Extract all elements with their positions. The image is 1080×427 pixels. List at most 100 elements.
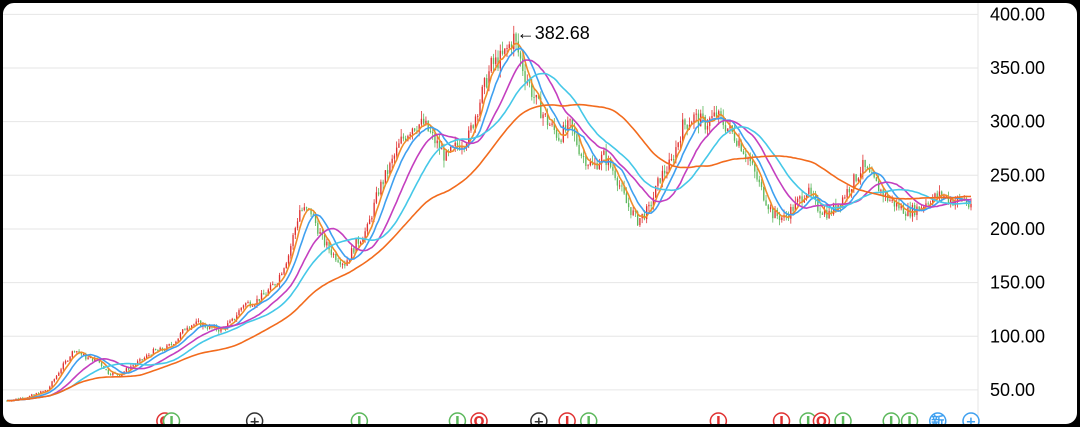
candle-body xyxy=(934,193,936,199)
candle-body xyxy=(729,125,731,129)
event-marker-circle xyxy=(579,412,598,424)
candle-body xyxy=(941,191,943,197)
event-marker[interactable]: I xyxy=(834,412,852,427)
candle-body xyxy=(558,137,560,141)
candle-body xyxy=(772,207,774,219)
event-marker[interactable]: I xyxy=(558,412,576,427)
candle-body xyxy=(332,253,335,255)
candle-body xyxy=(623,185,625,194)
candle-body xyxy=(600,154,603,164)
event-marker[interactable]: I xyxy=(350,412,369,427)
candle-body xyxy=(702,113,704,117)
candle-body xyxy=(950,199,952,203)
event-marker[interactable]: O xyxy=(812,412,831,427)
event-marker[interactable]: + xyxy=(530,412,548,427)
candle-body xyxy=(368,219,371,225)
candle-body xyxy=(889,200,891,202)
candle-body xyxy=(272,284,274,286)
candle-body xyxy=(947,195,950,203)
candle-body xyxy=(44,390,46,392)
event-marker[interactable]: O xyxy=(470,412,488,427)
candle-body xyxy=(657,178,659,186)
candle-body xyxy=(828,210,830,219)
candle-body xyxy=(33,394,35,396)
candle-body xyxy=(269,284,272,290)
candle-body xyxy=(677,142,679,148)
candle-body xyxy=(53,379,55,382)
event-marker[interactable]: I xyxy=(162,412,181,427)
ma5-line xyxy=(7,42,972,402)
candle-body xyxy=(848,189,851,193)
y-tick-label: 400.00 xyxy=(990,4,1045,24)
candle-body xyxy=(483,78,486,87)
candle-body xyxy=(742,151,745,155)
event-marker[interactable]: 新 xyxy=(929,412,947,427)
candlestick-chart[interactable]: 400.00 350.00 300.00 250.00 200.00 150.00 100.… xyxy=(3,3,1080,427)
candle-body xyxy=(675,147,677,161)
candle-body xyxy=(445,151,447,161)
event-marker-label: O xyxy=(816,415,827,427)
candle-body xyxy=(857,178,860,182)
candle-body xyxy=(254,304,256,306)
event-marker[interactable]: I xyxy=(579,412,598,427)
candle-body xyxy=(778,215,781,221)
candle-body xyxy=(420,118,423,125)
candle-body xyxy=(636,211,639,226)
candle-body xyxy=(859,173,862,179)
y-axis-tick-labels: 400.00 350.00 300.00 250.00 200.00 150.00 100.… xyxy=(990,4,1045,400)
candle-body xyxy=(305,207,308,209)
candle-body xyxy=(15,398,17,400)
candle-body xyxy=(882,189,884,197)
candle-body xyxy=(404,138,407,141)
candle-body xyxy=(247,302,249,304)
candle-body xyxy=(562,125,565,142)
candle-body xyxy=(648,204,650,207)
candle-body xyxy=(659,178,661,183)
candle-body xyxy=(605,150,607,166)
candle-body xyxy=(62,363,64,370)
candle-body xyxy=(758,179,760,183)
event-marker[interactable]: + xyxy=(962,412,980,427)
candle-body xyxy=(49,386,51,391)
y-tick-label: 350.00 xyxy=(990,58,1045,78)
candle-body xyxy=(168,344,170,346)
candle-body xyxy=(551,123,553,125)
event-marker[interactable]: I xyxy=(772,412,791,427)
event-marker[interactable]: I xyxy=(900,412,919,427)
candle-body xyxy=(141,359,143,361)
candle-body xyxy=(400,136,402,144)
candle-body xyxy=(895,203,898,207)
candle-body xyxy=(474,116,477,129)
candle-body xyxy=(504,48,506,54)
candle-body xyxy=(522,58,524,72)
candle-body xyxy=(85,354,87,360)
event-marker[interactable]: I xyxy=(709,412,728,427)
candle-body xyxy=(612,166,614,171)
candle-body xyxy=(733,131,736,141)
candle-body xyxy=(587,165,589,167)
candle-body xyxy=(299,210,301,222)
candle-body xyxy=(819,211,821,214)
event-marker[interactable]: I xyxy=(882,412,900,427)
candle-body xyxy=(855,174,857,182)
candle-body xyxy=(317,222,319,234)
candle-body xyxy=(409,134,411,136)
event-marker-label: I xyxy=(716,415,721,427)
candle-body xyxy=(864,159,866,168)
event-marker-circle xyxy=(245,412,264,424)
candle-body xyxy=(157,350,159,352)
event-marker[interactable]: I xyxy=(448,412,467,427)
event-marker-label: + xyxy=(966,415,977,427)
candle-body xyxy=(456,142,459,146)
event-marker-label: I xyxy=(907,415,912,427)
candle-body xyxy=(188,327,191,329)
candle-body xyxy=(738,140,740,146)
candle-body xyxy=(549,124,551,126)
candle-body xyxy=(792,207,794,211)
candle-body xyxy=(510,44,513,50)
candle-body xyxy=(127,368,130,370)
event-marker[interactable]: + xyxy=(245,412,264,427)
candle-body xyxy=(519,52,522,59)
